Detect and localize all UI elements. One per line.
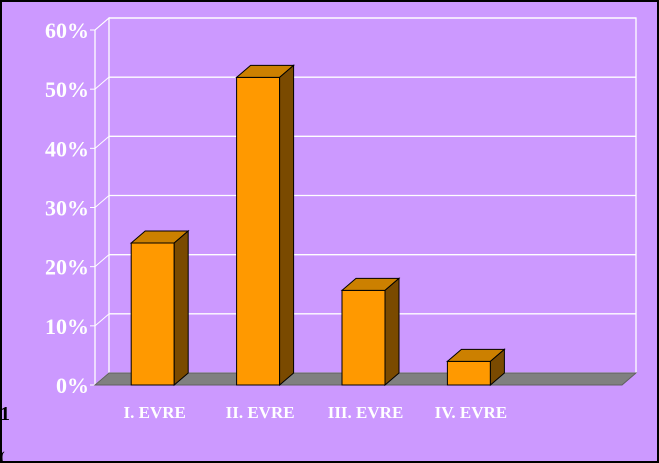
x-tick-label: I. EVRE (124, 403, 186, 422)
bar-front (341, 289, 386, 386)
x-tick-label: III. EVRE (328, 403, 404, 422)
y-tick-label: 30% (45, 196, 89, 221)
y-tick-label: 0% (56, 373, 89, 398)
gridline-depth (94, 195, 110, 208)
x-tick-label: IV. EVRE (435, 403, 507, 422)
bar-front (130, 242, 175, 386)
bar-side (279, 64, 295, 387)
y-tick-label: 50% (45, 77, 89, 102)
bar-side (384, 277, 400, 387)
gridline-depth (94, 135, 110, 149)
bar-front (446, 360, 491, 386)
edge-fragment-2: ( (0, 450, 5, 463)
gridline-depth (94, 254, 110, 268)
bar-front (236, 76, 281, 386)
x-tick-label: II. EVRE (226, 403, 295, 422)
gridline-depth (94, 313, 110, 327)
plot-area: 0% 10% 20% 30% 40% 50% 60% I. EVRE II. EVRE III. … (45, 16, 638, 422)
bar-side (489, 348, 505, 387)
y-tick-label: 40% (45, 136, 89, 161)
gridline-depth (94, 17, 110, 31)
y-tick-label: 20% (45, 255, 89, 280)
y-tick-label: 60% (45, 18, 89, 43)
bar-side (173, 229, 189, 387)
gridline-depth (94, 76, 110, 90)
y-tick-label: 10% (45, 314, 89, 339)
edge-fragment-1: 1 (0, 403, 10, 425)
